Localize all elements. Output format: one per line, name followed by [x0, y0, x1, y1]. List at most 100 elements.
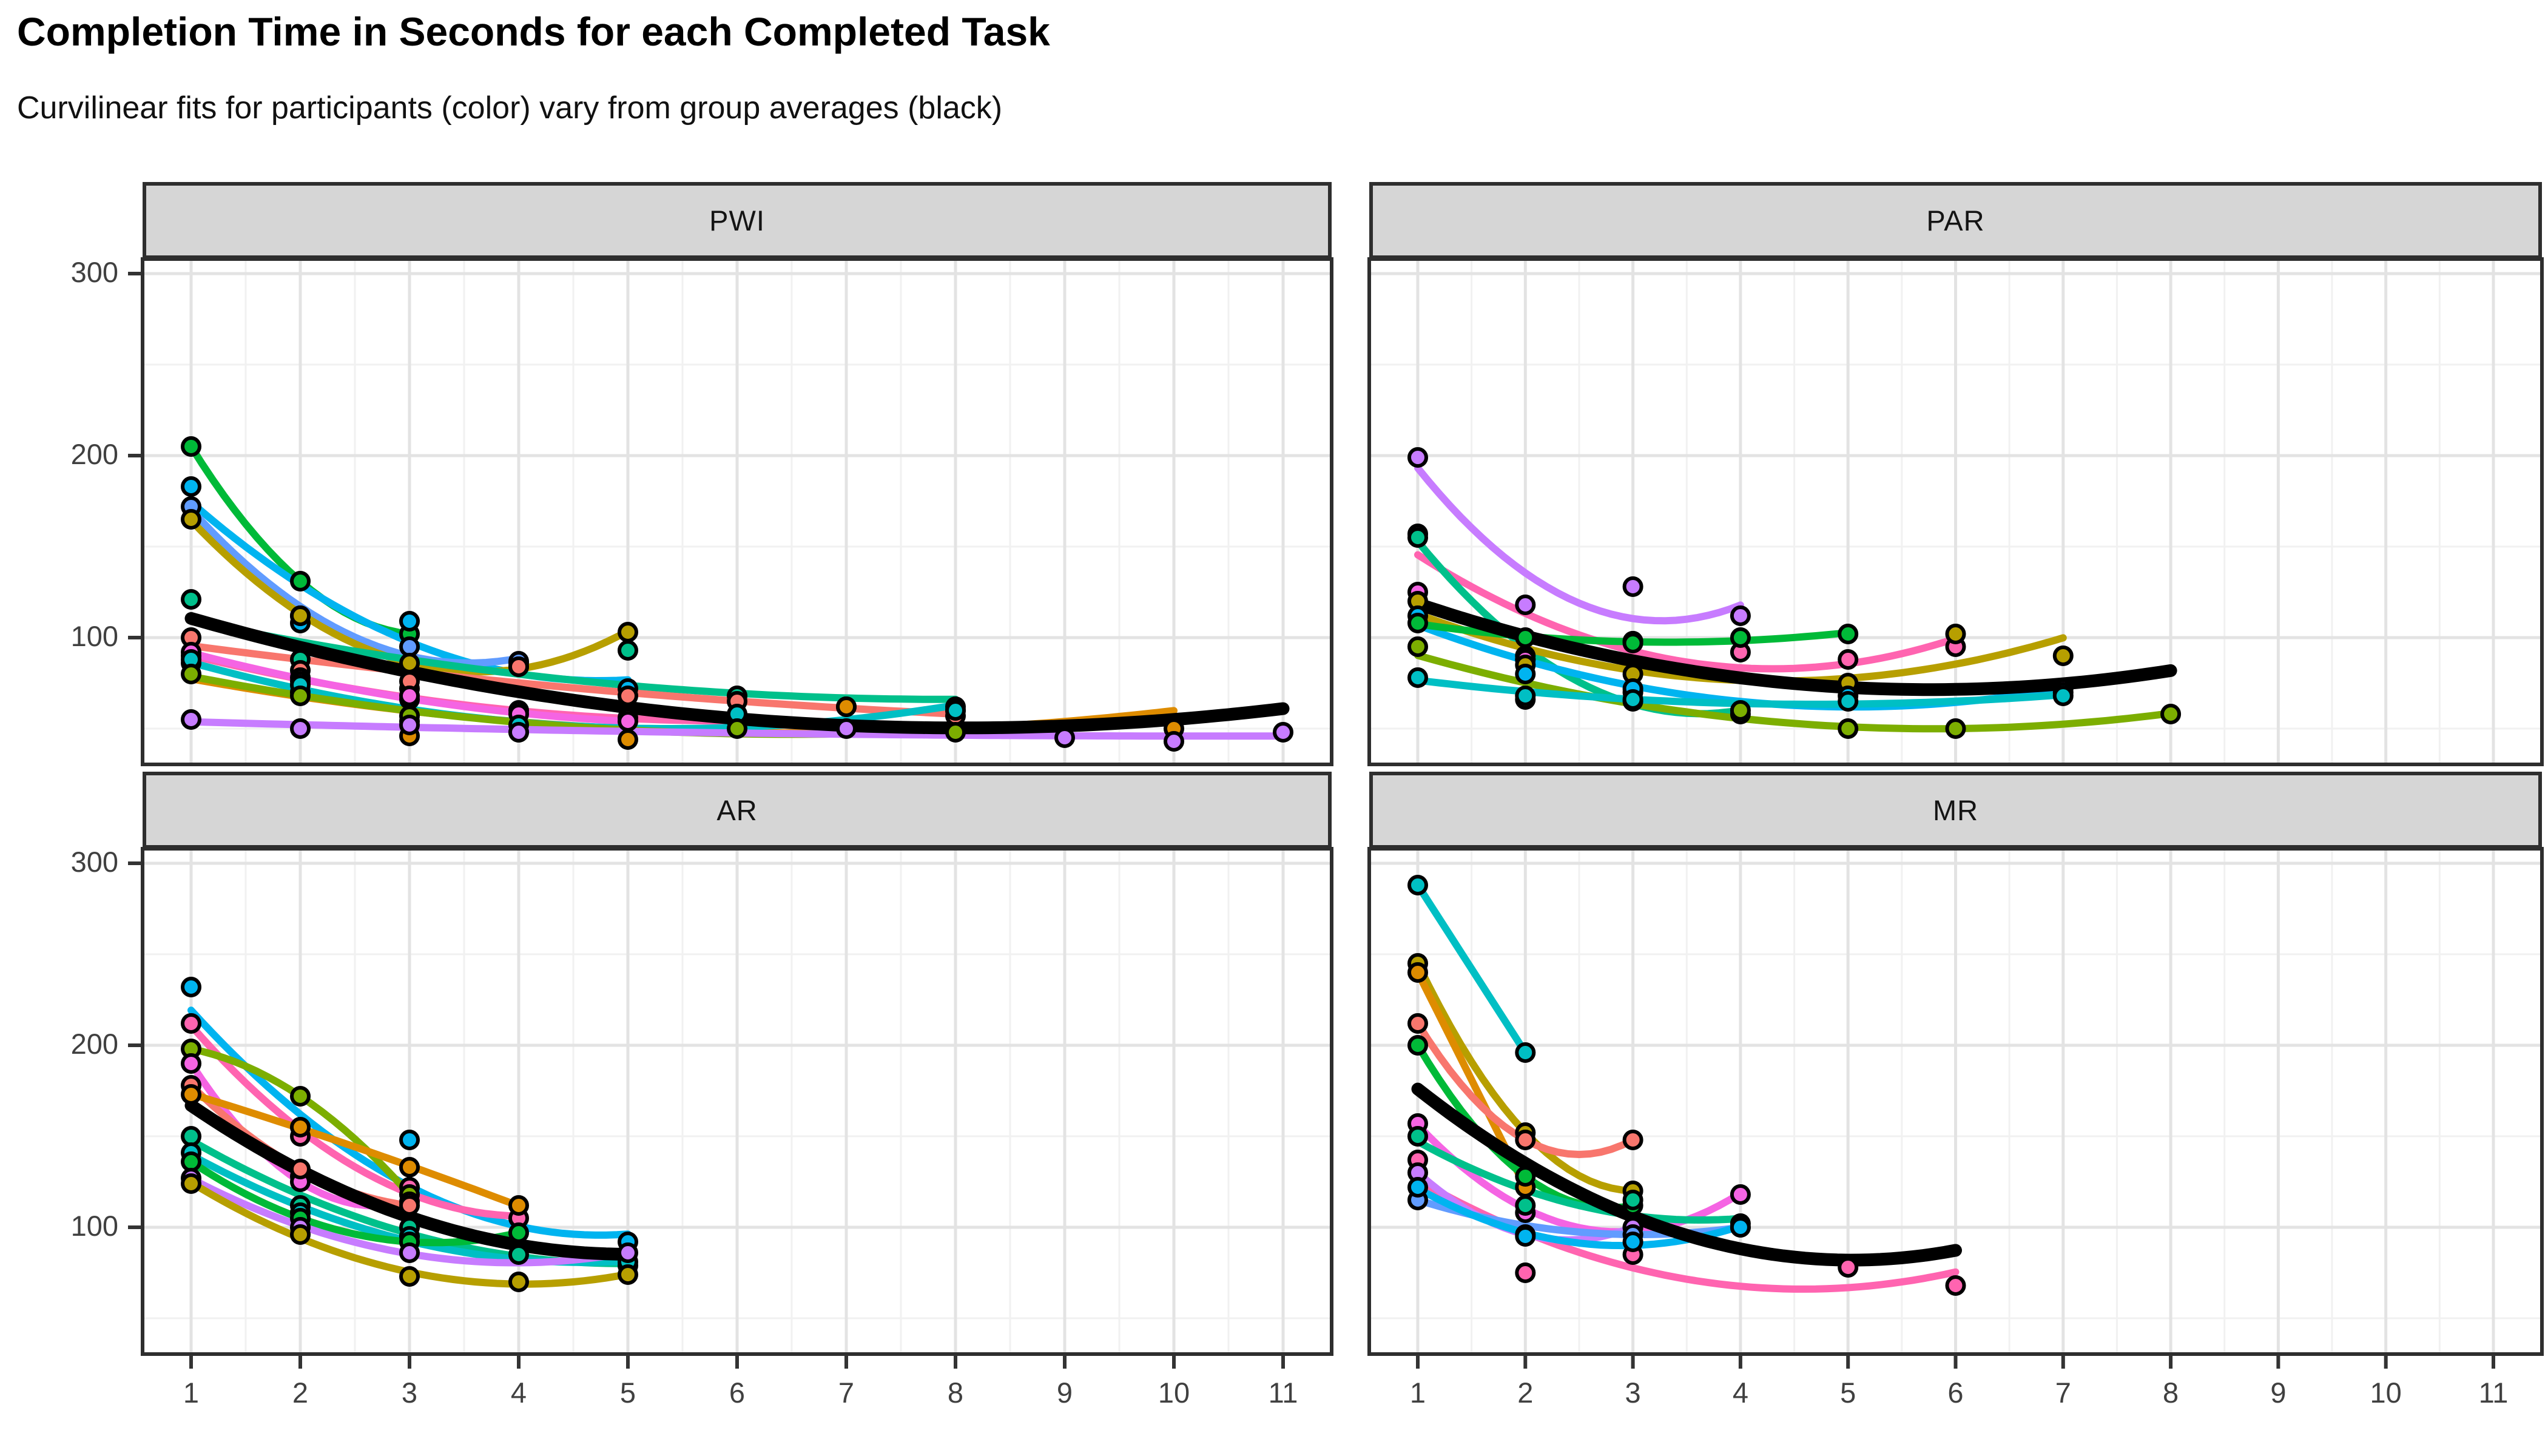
- data-point-orange: [1407, 962, 1428, 983]
- data-point-green: [1730, 627, 1751, 648]
- x-tick-label: 8: [2163, 1377, 2179, 1409]
- data-point-yellowgreen: [1407, 636, 1428, 657]
- panel-border: [141, 257, 1333, 766]
- data-point-yellowgreen: [2160, 704, 2182, 724]
- data-point-cyan: [1407, 667, 1428, 688]
- facet-panel-pwi: [144, 261, 1330, 763]
- data-point-olive: [399, 653, 420, 673]
- panel-border: [1367, 257, 2544, 766]
- facet-strip-par: PAR: [1369, 182, 2542, 259]
- x-tick-label: 9: [1056, 1377, 1073, 1409]
- data-point-sky: [399, 611, 420, 632]
- x-tick-label: 1: [1409, 1377, 1426, 1409]
- x-tick-label: 7: [2055, 1377, 2071, 1409]
- x-tick-label: 7: [838, 1377, 855, 1409]
- data-point-olive: [508, 1272, 529, 1292]
- x-tick-label: 11: [2478, 1377, 2509, 1409]
- data-point-lavender: [399, 715, 420, 735]
- data-point-cyan: [1622, 689, 1643, 710]
- x-tick-label: 4: [1732, 1377, 1748, 1409]
- facet-panel-mr: [1371, 851, 2540, 1352]
- data-point-green: [1622, 633, 1643, 653]
- data-point-pink: [1838, 649, 1859, 670]
- y-tick-label: 200: [70, 1028, 118, 1060]
- data-point-lavender: [1622, 576, 1643, 597]
- data-point-cyan: [945, 700, 966, 721]
- data-point-sky: [1515, 664, 1536, 684]
- x-tick-label: 2: [1517, 1377, 1534, 1409]
- data-point-orchid: [181, 1053, 201, 1074]
- x-tick-label: 2: [292, 1377, 309, 1409]
- data-point-pink: [1515, 1262, 1536, 1283]
- data-point-green: [1407, 1035, 1428, 1056]
- fit-curve-pink: [1414, 551, 1960, 673]
- data-point-sky: [1407, 1177, 1428, 1198]
- x-tick-label: 10: [1158, 1377, 1190, 1409]
- x-tick-label: 5: [619, 1377, 636, 1409]
- data-point-green: [1838, 624, 1859, 644]
- data-point-emerald: [508, 1244, 529, 1265]
- y-tick-label: 300: [70, 256, 118, 288]
- y-tick-label: 300: [70, 846, 118, 878]
- data-point-emerald: [1407, 1126, 1428, 1147]
- data-point-yellowgreen: [290, 1086, 311, 1107]
- data-point-sky: [1622, 1232, 1643, 1252]
- data-point-salmon: [1407, 1013, 1428, 1034]
- data-point-emerald: [181, 1126, 201, 1147]
- x-tick-label: 3: [401, 1377, 418, 1409]
- data-point-green: [508, 1222, 529, 1243]
- data-point-salmon: [618, 686, 638, 706]
- data-point-cyan: [1515, 686, 1536, 706]
- data-point-cyan: [1407, 875, 1428, 895]
- facet-label-mr: MR: [1932, 794, 1979, 826]
- data-point-cyan: [1515, 1042, 1536, 1063]
- average-curve: [1411, 597, 2177, 696]
- panel-border: [1367, 847, 2544, 1356]
- data-point-green: [1515, 627, 1536, 648]
- x-tick-label: 4: [510, 1377, 527, 1409]
- data-point-lavender: [1164, 731, 1184, 752]
- data-point-yellowgreen: [1838, 718, 1859, 739]
- x-tick-label: 1: [183, 1377, 200, 1409]
- data-point-orange: [836, 696, 857, 717]
- data-point-salmon: [290, 1159, 311, 1179]
- data-point-olive: [181, 509, 201, 530]
- data-point-olive: [618, 1264, 638, 1285]
- data-point-olive: [399, 1266, 420, 1287]
- facet-strip-pwi: PWI: [143, 182, 1332, 259]
- data-point-pink: [181, 1013, 201, 1034]
- x-tick-label: 9: [2270, 1377, 2287, 1409]
- fit-curve-cyan: [1414, 881, 1529, 1056]
- data-point-emerald: [1407, 527, 1428, 548]
- data-point-pink: [1838, 1257, 1859, 1278]
- data-point-lavender: [1515, 595, 1536, 615]
- data-point-lavender: [1407, 447, 1428, 468]
- data-point-orange: [399, 1157, 420, 1178]
- data-point-olive: [1945, 624, 1966, 644]
- data-point-lavender: [618, 1242, 638, 1263]
- data-point-sky: [181, 977, 201, 997]
- data-point-olive: [290, 1224, 311, 1245]
- page-subtitle: Curvilinear fits for participants (color…: [17, 90, 1003, 126]
- y-tick-label: 100: [70, 1210, 118, 1242]
- facet-panel-ar: [144, 851, 1330, 1352]
- data-point-orchid: [1730, 1184, 1751, 1205]
- data-point-cyan: [2052, 686, 2074, 706]
- data-point-sky: [1515, 1226, 1536, 1247]
- page-title: Completion Time in Seconds for each Comp…: [17, 9, 1050, 54]
- x-tick-label: 11: [1268, 1377, 1298, 1409]
- fit-curve-pink: [187, 1022, 522, 1220]
- data-point-orange: [290, 1117, 311, 1138]
- y-tick-label: 200: [70, 438, 118, 470]
- facet-label-ar: AR: [716, 794, 758, 826]
- data-point-lavender: [508, 722, 529, 743]
- fit-curve-emerald: [1414, 1138, 1744, 1224]
- data-point-lavender: [1054, 727, 1075, 748]
- x-tick-label: 5: [1840, 1377, 1856, 1409]
- data-point-yellowgreen: [945, 722, 966, 743]
- panel-border: [141, 847, 1333, 1356]
- x-tick-label: 6: [729, 1377, 746, 1409]
- fit-curve-salmon: [187, 642, 959, 718]
